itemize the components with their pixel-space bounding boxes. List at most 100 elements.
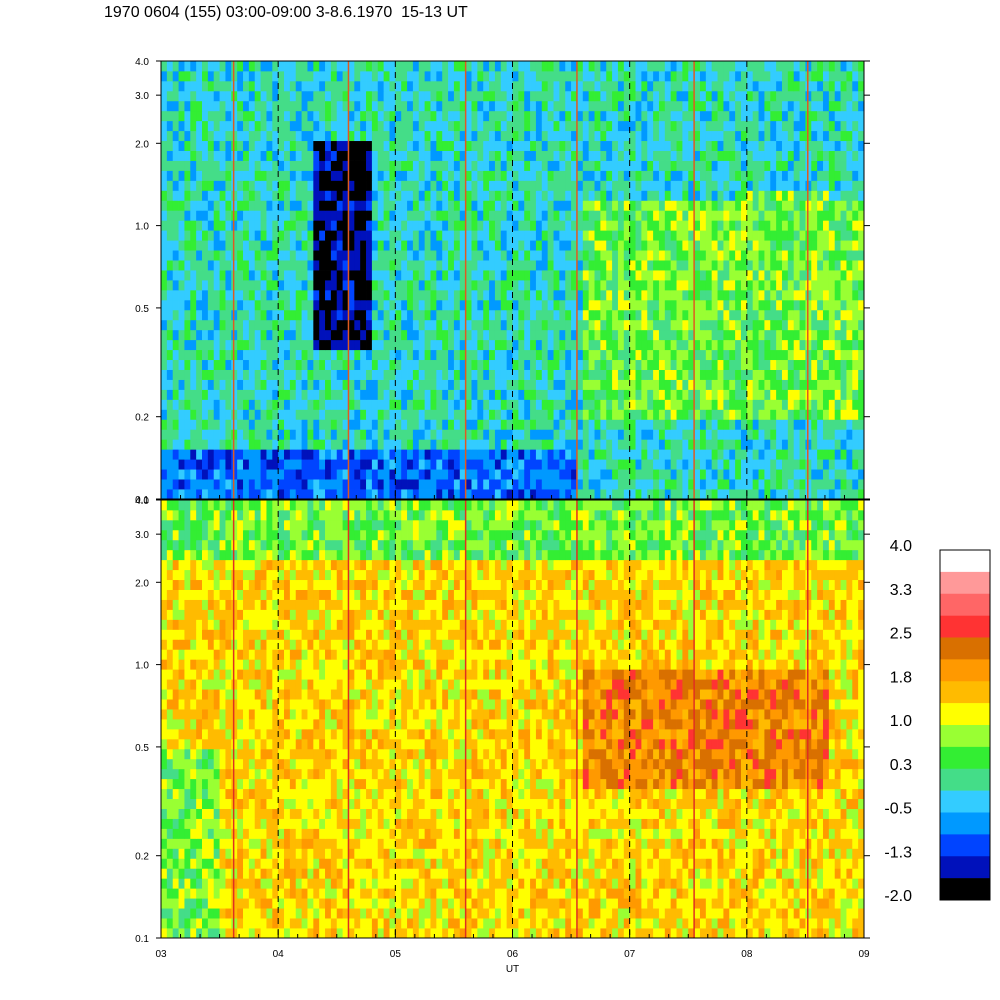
spectrogram-cell: [817, 429, 824, 440]
spectrogram-cell: [424, 250, 431, 261]
spectrogram-cell: [489, 140, 496, 151]
spectrogram-cell: [740, 479, 748, 490]
spectrogram-cell: [682, 319, 689, 331]
spectrogram-cell: [260, 409, 267, 420]
spectrogram-cell: [694, 210, 701, 221]
spectrogram-cell: [453, 130, 461, 142]
spectrogram-cell: [594, 349, 601, 361]
spectrogram-cell: [682, 389, 689, 400]
spectrogram-cell: [383, 270, 390, 281]
spectrogram-cell: [822, 240, 830, 251]
spectrogram-cell: [243, 409, 250, 420]
spectrogram-cell: [746, 379, 754, 390]
spectrogram-cell: [459, 389, 467, 400]
spectrogram-cell: [553, 110, 560, 122]
spectrogram-cell: [664, 439, 672, 450]
spectrogram-cell: [530, 389, 537, 400]
spectrogram-cell: [442, 359, 449, 370]
spectrogram-cell: [202, 429, 209, 440]
spectrogram-cell: [641, 170, 648, 181]
spectrogram-cell: [793, 220, 800, 231]
spectrogram-cell: [805, 250, 812, 261]
spectrogram-cell: [623, 349, 631, 361]
spectrogram-cell: [354, 80, 361, 92]
spectrogram-cell: [307, 429, 314, 440]
spectrogram-cell: [436, 220, 443, 231]
spectrogram-cell: [822, 130, 830, 142]
spectrogram-cell: [746, 479, 754, 490]
spectrogram-cell: [682, 419, 689, 430]
spectrogram-cell: [787, 469, 795, 480]
spectrogram-cell: [295, 459, 302, 470]
spectrogram-cell: [289, 329, 297, 341]
spectrogram-cell: [559, 230, 566, 241]
spectrogram-cell: [535, 200, 543, 211]
spectrogram-cell: [412, 240, 420, 251]
spectrogram-cell: [740, 220, 748, 231]
spectrogram-cell: [494, 409, 502, 420]
spectrogram-cell: [828, 409, 836, 420]
spectrogram-cell: [811, 280, 818, 291]
spectrogram-cell: [817, 270, 824, 281]
spectrogram-cell: [424, 409, 431, 420]
spectrogram-cell: [617, 200, 625, 211]
spectrogram-cell: [764, 240, 771, 251]
spectrogram-cell: [178, 409, 185, 420]
spectrogram-cell: [389, 110, 396, 122]
spectrogram-cell: [424, 270, 431, 281]
spectrogram-cell: [178, 419, 185, 430]
spectrogram-cell: [360, 130, 367, 142]
spectrogram-cell: [260, 180, 267, 191]
spectrogram-cell: [453, 200, 461, 211]
spectrogram-cell: [594, 439, 601, 450]
spectrogram-cell: [822, 469, 830, 480]
spectrogram-cell: [553, 250, 560, 261]
spectrogram-cell: [330, 140, 338, 151]
spectrogram-cell: [735, 459, 742, 470]
spectrogram-cell: [178, 359, 185, 370]
spectrogram-cell: [664, 359, 672, 370]
spectrogram-cell: [172, 379, 179, 390]
spectrogram-cell: [658, 389, 666, 400]
spectrogram-cell: [682, 130, 689, 142]
spectrogram-cell: [647, 280, 654, 291]
spectrogram-cell: [407, 170, 414, 181]
spectrogram-cell: [202, 319, 209, 331]
spectrogram-cell: [811, 389, 818, 400]
spectrogram-cell: [278, 90, 285, 102]
spectrogram-cell: [330, 289, 338, 301]
spectrogram-cell: [295, 369, 302, 380]
spectrogram-cell: [395, 240, 402, 251]
spectrogram-cell: [483, 429, 490, 440]
spectrogram-cell: [623, 439, 631, 450]
spectrogram-cell: [161, 469, 168, 480]
spectrogram-cell: [506, 240, 513, 251]
spectrogram-cell: [594, 429, 601, 440]
spectrogram-cell: [366, 309, 373, 321]
spectrogram-cell: [612, 110, 619, 122]
spectrogram-cell: [776, 150, 783, 161]
spectrogram-cell: [600, 389, 607, 400]
spectrogram-cell: [524, 419, 531, 430]
spectrogram-cell: [295, 90, 302, 102]
spectrogram-cell: [717, 210, 724, 221]
spectrogram-cell: [822, 110, 830, 122]
spectrogram-cell: [846, 339, 853, 351]
spectrogram-cell: [553, 379, 560, 390]
spectrogram-cell: [524, 429, 531, 440]
spectrogram-cell: [530, 150, 537, 161]
spectrogram-cell: [653, 299, 660, 311]
spectrogram-cell: [442, 240, 449, 251]
spectrogram-cell: [278, 449, 285, 460]
spectrogram-cell: [219, 170, 226, 181]
spectrogram-cell: [354, 240, 361, 251]
spectrogram-cell: [430, 439, 437, 450]
spectrogram-cell: [395, 270, 402, 281]
spectrogram-cell: [758, 210, 765, 221]
spectrogram-cell: [530, 90, 537, 102]
spectrogram-cell: [799, 110, 806, 122]
spectrogram-cell: [828, 240, 836, 251]
spectrogram-cell: [412, 110, 420, 122]
spectrogram-cell: [518, 469, 525, 480]
spectrogram-cell: [559, 489, 566, 500]
